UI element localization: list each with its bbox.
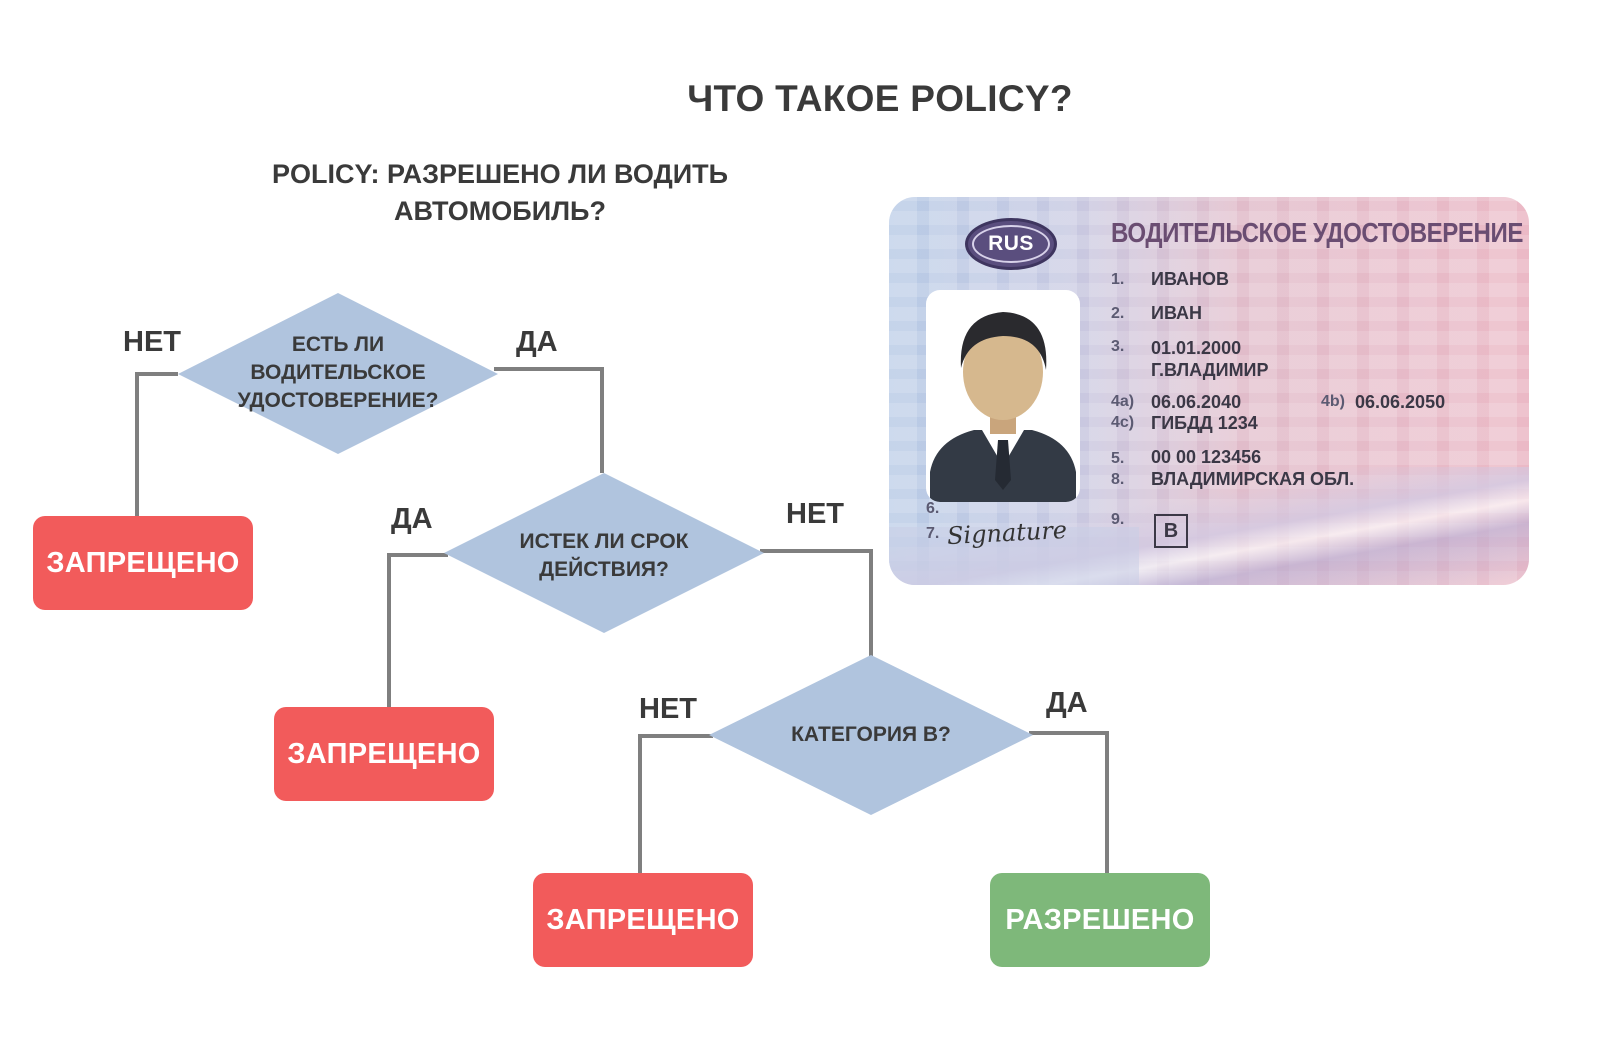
field-number-6: 6. [926, 500, 940, 517]
connector-d3-yes [1029, 731, 1109, 873]
card-title: ВОДИТЕЛЬСКОЕ УДОСТОВЕРЕНИЕ [1111, 217, 1524, 248]
holder-region: ВЛАДИМИРСКАЯ ОБЛ. [1151, 469, 1355, 489]
connector-d1-yes [494, 367, 604, 473]
edge-label-d2-no: НЕТ [786, 498, 844, 530]
card-lower-band [889, 527, 1139, 585]
person-icon [930, 312, 1076, 502]
connector-d2-yes [387, 553, 448, 707]
field-number-7: 7. [926, 525, 940, 542]
holder-surname: ИВАНОВ [1151, 269, 1230, 289]
outcome-denied-expired: ЗАПРЕЩЕНО [274, 707, 494, 801]
field-number-4a: 4a) [1111, 393, 1135, 410]
field-number-9: 9. [1111, 511, 1125, 528]
decision-diamond-category [709, 655, 1033, 815]
edge-label-d3-yes: ДА [1046, 687, 1088, 719]
field-number-5: 5. [1111, 450, 1125, 467]
country-code: RUS [988, 232, 1034, 255]
decision-diamond-license [178, 293, 498, 454]
edge-label-d1-yes: ДА [516, 326, 558, 358]
issue-date: 06.06.2040 [1151, 392, 1242, 412]
edge-label-d3-no: НЕТ [639, 693, 697, 725]
connector-d2-no [760, 549, 873, 657]
license-number: 00 00 123456 [1151, 447, 1262, 467]
page-title: ЧТО ТАКОЕ POLICY? [687, 78, 1073, 119]
holder-name: ИВАН [1151, 303, 1203, 323]
field-number-1: 1. [1111, 271, 1125, 288]
edge-label-d1-no: НЕТ [123, 326, 181, 358]
field-number-2: 2. [1111, 305, 1125, 322]
field-number-3: 3. [1111, 338, 1125, 355]
decision-text-license: ЕСТЬ ЛИ ВОДИТЕЛЬСКОЕ УДОСТОВЕРЕНИЕ? [237, 333, 439, 412]
license-category: B [1154, 514, 1188, 548]
expiry-date: 06.06.2050 [1355, 392, 1446, 412]
holder-birth-place: Г.ВЛАДИМИР [1151, 360, 1269, 380]
field-number-8: 8. [1111, 471, 1125, 488]
diagram-subtitle: POLICY: РАЗРЕШЕНО ЛИ ВОДИТЬ АВТОМОБИЛЬ? [271, 159, 729, 226]
field-number-4c: 4c) [1111, 414, 1135, 431]
holder-birth-date: 01.01.2000 [1151, 338, 1242, 358]
decision-text-expired: ИСТЕК ЛИ СРОК ДЕЙСТВИЯ? [519, 530, 689, 581]
drivers-license-card: RUS ВОДИТЕЛЬСКОЕ УДОСТОВЕРЕНИЕ 1. ИВАНОВ… [889, 197, 1529, 585]
decision-diamond-expired [444, 473, 764, 633]
decision-text-category: КАТЕГОРИЯ B? [791, 723, 951, 746]
edge-label-d2-yes: ДА [391, 503, 433, 535]
country-code-badge: RUS [965, 218, 1057, 270]
outcome-denied-category: ЗАПРЕЩЕНО [533, 873, 753, 967]
field-number-4b: 4b) [1321, 393, 1345, 410]
connector-d1-no [135, 372, 178, 516]
issuing-authority: ГИБДД 1234 [1151, 413, 1258, 433]
connector-d3-no [638, 734, 713, 873]
holder-photo [926, 290, 1080, 502]
outcome-allowed: РАЗРЕШЕНО [990, 873, 1210, 967]
outcome-denied-no-license: ЗАПРЕЩЕНО [33, 516, 253, 610]
